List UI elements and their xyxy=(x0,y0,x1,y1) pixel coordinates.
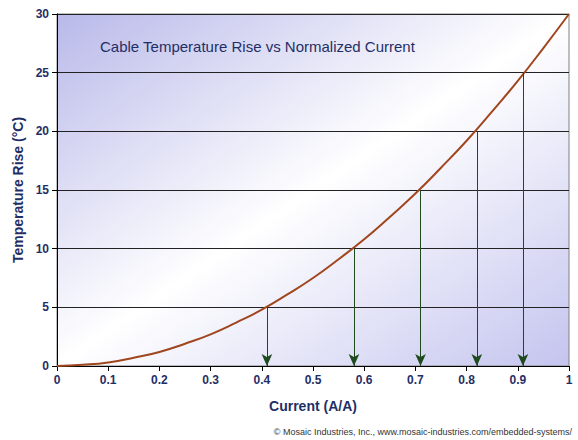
svg-text:© Mosaic Industries, Inc., www: © Mosaic Industries, Inc., www.mosaic-in… xyxy=(274,427,573,437)
svg-text:1: 1 xyxy=(566,373,573,387)
svg-text:20: 20 xyxy=(36,124,50,138)
svg-text:0.3: 0.3 xyxy=(202,373,219,387)
svg-text:0.7: 0.7 xyxy=(407,373,424,387)
svg-text:5: 5 xyxy=(42,300,49,314)
svg-text:Cable Temperature Rise vs Norm: Cable Temperature Rise vs Normalized Cur… xyxy=(100,38,416,55)
svg-text:25: 25 xyxy=(36,66,50,80)
svg-text:0.8: 0.8 xyxy=(458,373,475,387)
svg-text:15: 15 xyxy=(36,183,50,197)
svg-text:30: 30 xyxy=(36,7,50,21)
svg-text:0.5: 0.5 xyxy=(305,373,322,387)
svg-text:0.6: 0.6 xyxy=(356,373,373,387)
svg-text:0.2: 0.2 xyxy=(151,373,168,387)
svg-text:0.4: 0.4 xyxy=(253,373,270,387)
svg-text:Current (A/A): Current (A/A) xyxy=(269,398,357,414)
svg-text:0: 0 xyxy=(42,359,49,373)
svg-text:0.9: 0.9 xyxy=(509,373,526,387)
svg-text:Temperature Rise (°C): Temperature Rise (°C) xyxy=(10,117,26,263)
svg-text:10: 10 xyxy=(36,242,50,256)
svg-text:0: 0 xyxy=(54,373,61,387)
svg-text:0.1: 0.1 xyxy=(100,373,117,387)
